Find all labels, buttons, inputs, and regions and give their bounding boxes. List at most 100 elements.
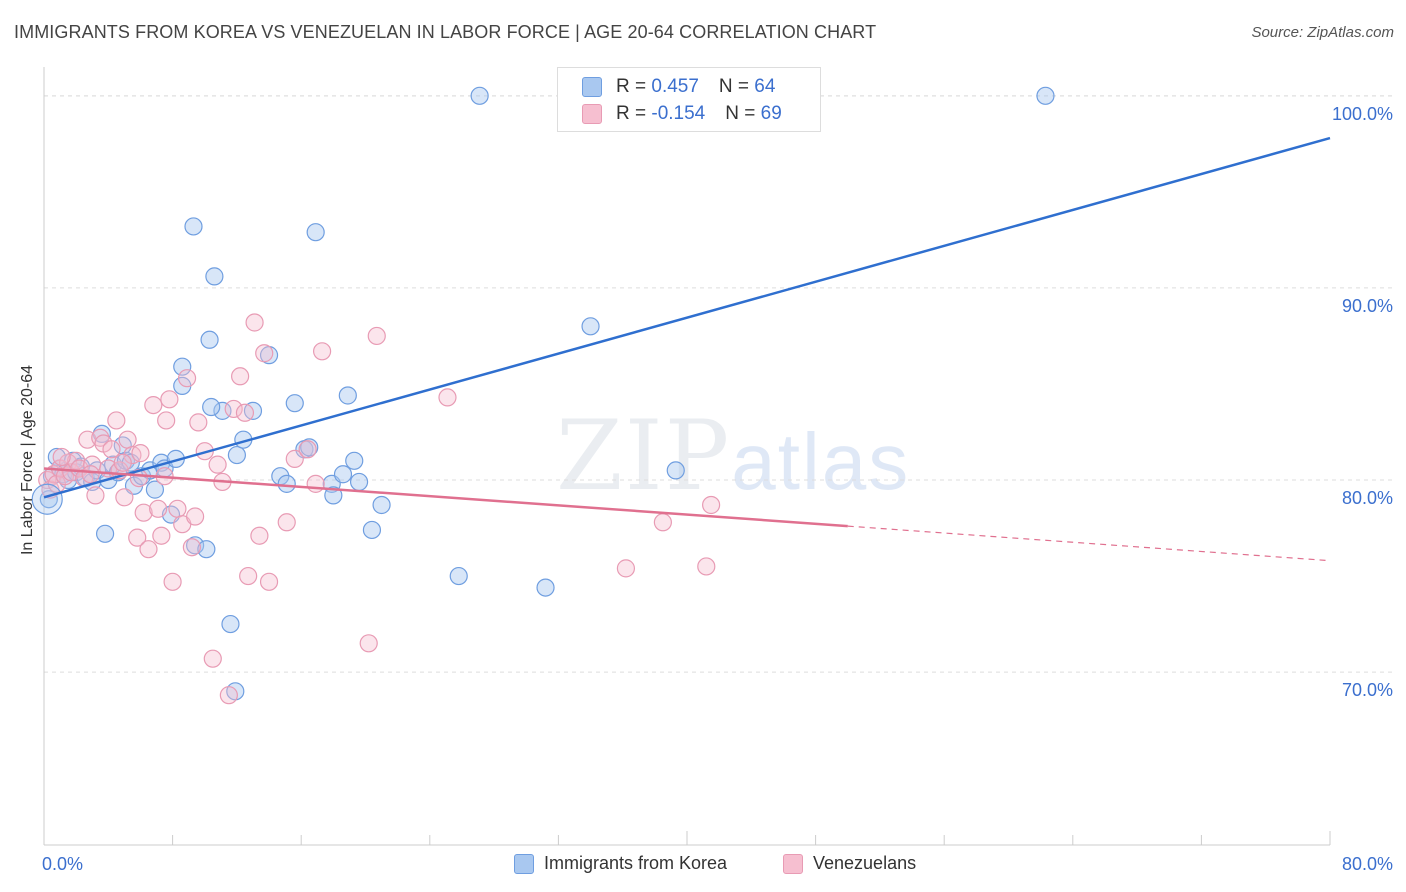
point-korea (213, 401, 232, 420)
trend-line-korea (43, 136, 1331, 499)
point-korea (221, 614, 240, 634)
point-venezuelans (438, 388, 457, 407)
y-tick-label: 70.0% (1342, 680, 1393, 700)
legend-swatch-venezuelans (582, 104, 602, 124)
bottom-legend-swatch-korea (514, 854, 534, 874)
data-points (31, 86, 1055, 705)
y-tick-label: 80.0% (1342, 488, 1393, 508)
point-korea (581, 317, 600, 336)
watermark-zip: ZIP (556, 400, 732, 512)
point-korea (197, 540, 216, 559)
point-venezuelans (107, 411, 126, 430)
point-venezuelans (697, 557, 716, 576)
point-korea (200, 330, 219, 349)
point-venezuelans (250, 526, 269, 545)
bottom-legend-label-venezuelans: Venezuelans (813, 853, 917, 873)
y-axis-label: In Labor Force | Age 20-64 (19, 364, 36, 556)
n-value: 64 (754, 76, 776, 97)
point-venezuelans (149, 499, 168, 518)
watermark: ZIPatlas (556, 400, 910, 512)
point-venezuelans (139, 540, 158, 559)
trend-line-venezuelans (43, 467, 848, 528)
point-korea (186, 536, 205, 555)
point-korea (372, 495, 391, 515)
point-venezuelans (203, 649, 222, 668)
y-tick-labels: 70.0% 80.0% 90.0% 100.0% (1332, 104, 1393, 700)
point-korea (95, 524, 115, 543)
point-venezuelans (152, 526, 171, 545)
point-venezuelans (52, 447, 71, 467)
point-korea (324, 486, 343, 505)
point-venezuelans (102, 440, 121, 459)
point-venezuelans (255, 344, 274, 363)
point-venezuelans (312, 342, 332, 361)
legend-swatch-korea (582, 77, 602, 97)
correlation-legend: R = 0.457 N = 64 R = -0.154 N = 69 (557, 67, 821, 132)
point-venezuelans (219, 686, 238, 705)
point-venezuelans (245, 313, 264, 332)
point-venezuelans (118, 430, 137, 449)
point-venezuelans (702, 495, 721, 515)
n-label: N = (718, 76, 755, 97)
point-korea (306, 223, 325, 242)
point-korea (362, 520, 382, 540)
point-venezuelans (208, 455, 227, 474)
point-venezuelans (298, 440, 317, 459)
point-korea (184, 217, 203, 236)
watermark-atlas: atlas (731, 417, 911, 506)
point-venezuelans (189, 413, 208, 432)
point-venezuelans (113, 453, 132, 472)
trend-line-venezuelans-extension (847, 525, 1331, 562)
y-tick-label: 90.0% (1342, 296, 1393, 316)
point-korea (666, 461, 685, 480)
point-venezuelans (285, 449, 304, 468)
point-korea (536, 578, 555, 597)
point-korea (449, 566, 468, 586)
point-korea (333, 465, 353, 484)
point-korea (227, 445, 246, 465)
point-venezuelans (115, 488, 134, 507)
point-venezuelans (277, 513, 296, 532)
point-venezuelans (224, 399, 243, 419)
r-label: R = (616, 103, 652, 124)
point-venezuelans (231, 367, 250, 386)
point-venezuelans (259, 572, 279, 591)
point-venezuelans (616, 559, 636, 578)
point-venezuelans (168, 499, 187, 518)
x-tick-label-max: 80.0% (1342, 854, 1393, 874)
y-tick-label: 100.0% (1332, 104, 1393, 124)
trend-lines (43, 136, 1331, 562)
x-tick-labels: 0.0% 80.0% (42, 854, 1393, 874)
bottom-legend-label-korea: Immigrants from Korea (544, 853, 728, 873)
point-korea (470, 86, 489, 105)
point-venezuelans (160, 390, 179, 409)
point-venezuelans (359, 634, 378, 653)
point-korea (202, 397, 221, 417)
point-venezuelans (239, 566, 258, 586)
point-venezuelans (91, 428, 110, 447)
point-korea (205, 267, 224, 286)
point-korea (277, 474, 296, 493)
x-ticks (43, 831, 1331, 845)
point-korea (285, 394, 304, 413)
point-korea (145, 480, 165, 499)
point-venezuelans (144, 395, 163, 415)
r-value: 0.457 (651, 76, 699, 97)
point-venezuelans (653, 513, 672, 532)
point-venezuelans (186, 507, 205, 526)
point-korea (173, 357, 192, 376)
point-korea-cluster (31, 483, 63, 515)
point-korea (349, 472, 369, 492)
r-label: R = (616, 76, 652, 97)
n-value: 69 (760, 103, 782, 124)
point-venezuelans (177, 369, 197, 388)
point-korea (345, 451, 364, 470)
point-venezuelans (306, 474, 325, 493)
point-korea (1036, 86, 1055, 105)
gridlines (44, 95, 1392, 673)
r-value: -0.154 (651, 103, 706, 124)
source-label: Source: ZipAtlas.com (1251, 24, 1394, 41)
point-korea (338, 386, 357, 405)
point-venezuelans (163, 572, 182, 591)
